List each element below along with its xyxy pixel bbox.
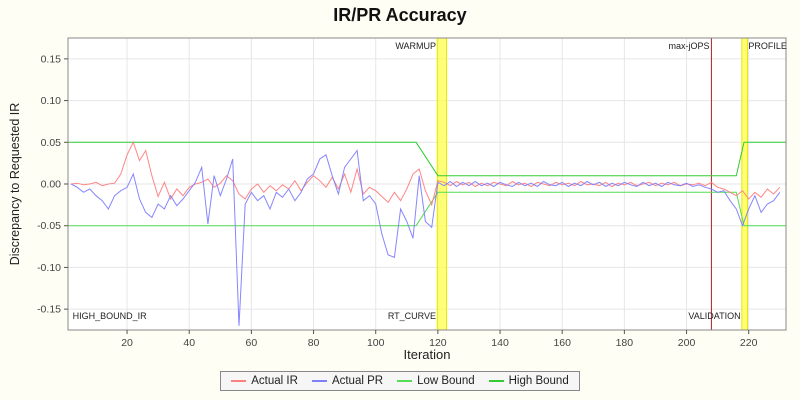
legend-label-low-bound: Low Bound xyxy=(417,375,475,387)
x-tick-label: 220 xyxy=(740,337,758,349)
actual-ir-line-swatch xyxy=(231,380,247,382)
y-tick-label: 0.05 xyxy=(41,137,62,149)
legend-label-high-bound: High Bound xyxy=(508,375,569,387)
chart-title: IR/PR Accuracy xyxy=(333,5,467,25)
x-axis-label: Iteration xyxy=(403,347,451,362)
y-tick-label: 0.10 xyxy=(41,95,62,107)
x-tick-label: 60 xyxy=(246,337,258,349)
y-tick-label: -0.15 xyxy=(37,304,61,316)
x-tick-label: 20 xyxy=(121,337,133,349)
legend-item-actual-pr: Actual PR xyxy=(311,375,384,387)
legend-label-actual-pr: Actual PR xyxy=(331,375,384,387)
y-tick-label: 0.00 xyxy=(41,179,62,191)
legend-box: Actual IR Actual PR Low Bound High Bound xyxy=(220,371,580,391)
y-tick-label: -0.10 xyxy=(37,262,61,274)
y-axis-label: Discrepancy to Requested IR xyxy=(8,102,22,266)
x-tick-label: 80 xyxy=(308,337,320,349)
actual-pr-line-swatch xyxy=(311,380,327,382)
series-line-actual-pr xyxy=(70,149,781,326)
legend-item-low-bound: Low Bound xyxy=(397,375,475,387)
plot-area: 20 40 60 80 100 120 140 160 180 200 220 -0.15 -0.10 -… xyxy=(37,37,787,349)
x-tick-label: 40 xyxy=(183,337,195,349)
y-tick-label: 0.15 xyxy=(41,53,62,65)
series-line-actual-ir xyxy=(71,140,781,207)
x-tick-label: 180 xyxy=(616,337,634,349)
series-line-low-bound xyxy=(68,191,786,227)
series-line-high-bound xyxy=(68,141,786,177)
x-tick-label: 160 xyxy=(553,337,571,349)
legend-label-actual-ir: Actual IR xyxy=(251,375,298,387)
legend-item-actual-ir: Actual IR xyxy=(231,375,298,387)
annotation-warmup: WARMUP xyxy=(395,41,436,51)
x-tick-label: 120 xyxy=(429,337,447,349)
phase-band xyxy=(741,37,748,331)
legend: Actual IR Actual PR Low Bound High Bound xyxy=(0,371,800,391)
y-tick-label: -0.05 xyxy=(37,220,61,232)
x-tick-label: 140 xyxy=(491,337,509,349)
annotation-max-jops: max-jOPS xyxy=(669,41,710,51)
annotation-rt_curve: RT_CURVE xyxy=(388,311,436,321)
annotation-validation: VALIDATION xyxy=(688,311,740,321)
low-bound-line-swatch xyxy=(397,380,413,382)
annotation-high_bound_ir: HIGH_BOUND_IR xyxy=(73,311,148,321)
legend-item-high-bound: High Bound xyxy=(488,375,569,387)
annotation-profile: PROFILE xyxy=(748,41,787,51)
x-tick-label: 100 xyxy=(367,337,385,349)
high-bound-line-swatch xyxy=(488,380,504,382)
x-tick-label: 200 xyxy=(678,337,696,349)
